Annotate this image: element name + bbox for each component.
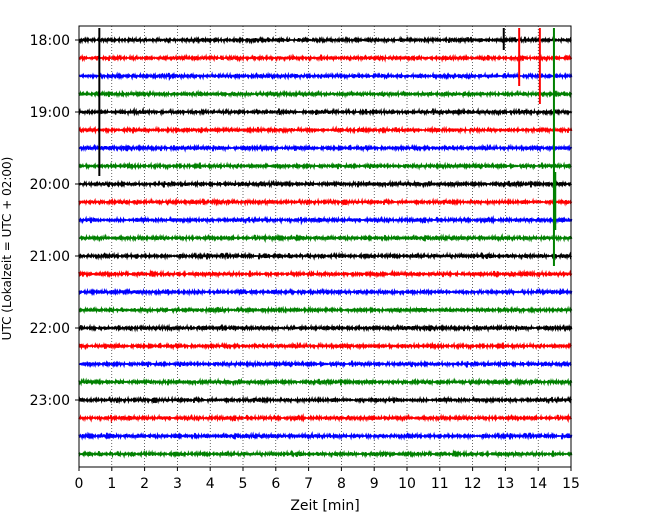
x-axis-ticks: 0 1 2 3 4 5 6 7 8 9 10 11 12 13 14 15 [75,467,580,492]
x-tick-label: 13 [496,476,514,492]
trace-row [78,323,573,333]
x-tick-label: 8 [337,476,346,492]
trace-row [78,143,573,153]
trace-row [78,377,573,387]
x-tick-label: 6 [271,476,280,492]
y-axis-label: UTC (Lokalzeit = UTC + 02:00) [0,157,14,341]
x-axis-label: Zeit [min] [290,498,359,514]
trace-row [78,125,573,135]
trace-row [78,341,572,351]
x-tick-label: 2 [140,476,149,492]
x-tick-label: 9 [370,476,379,492]
trace-row [78,233,573,243]
x-tick-label: 7 [304,476,313,492]
x-tick-label: 14 [529,476,547,492]
y-tick-label: 20:00 [30,177,70,193]
y-tick-label: 21:00 [30,249,70,265]
plot-frame [78,25,572,468]
y-tick-label: 23:00 [30,393,70,409]
y-tick-label: 18:00 [30,33,70,49]
y-tick-label: 22:00 [30,321,70,337]
trace-row [78,35,572,45]
y-tick-label: 19:00 [30,105,70,121]
trace-row [78,359,572,369]
trace-row [78,413,573,424]
x-tick-label: 11 [431,476,449,492]
trace-row [78,53,573,63]
seismogram-traces [78,35,573,459]
x-tick-label: 12 [464,476,482,492]
x-tick-label: 15 [562,476,580,492]
trace-row [78,449,573,459]
trace-row [78,197,573,207]
x-tick-label: 5 [239,476,248,492]
trace-row [78,179,573,189]
trace-row [78,215,573,226]
trace-row [78,305,573,315]
trace-row [78,269,573,279]
trace-row [78,71,573,82]
x-tick-label: 3 [173,476,182,492]
trace-row [78,251,573,261]
trace-row [78,106,573,117]
trace-row [78,395,573,405]
trace-row [78,431,573,441]
x-tick-label: 0 [75,476,84,492]
event-spikes [98,28,557,266]
x-tick-label: 10 [398,476,416,492]
trace-row [78,89,573,99]
y-axis-ticks: 18:00 19:00 20:00 21:00 22:00 23:00 [30,33,79,409]
x-tick-label: 1 [107,476,116,492]
x-tick-label: 4 [206,476,215,492]
trace-row [78,161,572,171]
trace-row [78,287,573,297]
